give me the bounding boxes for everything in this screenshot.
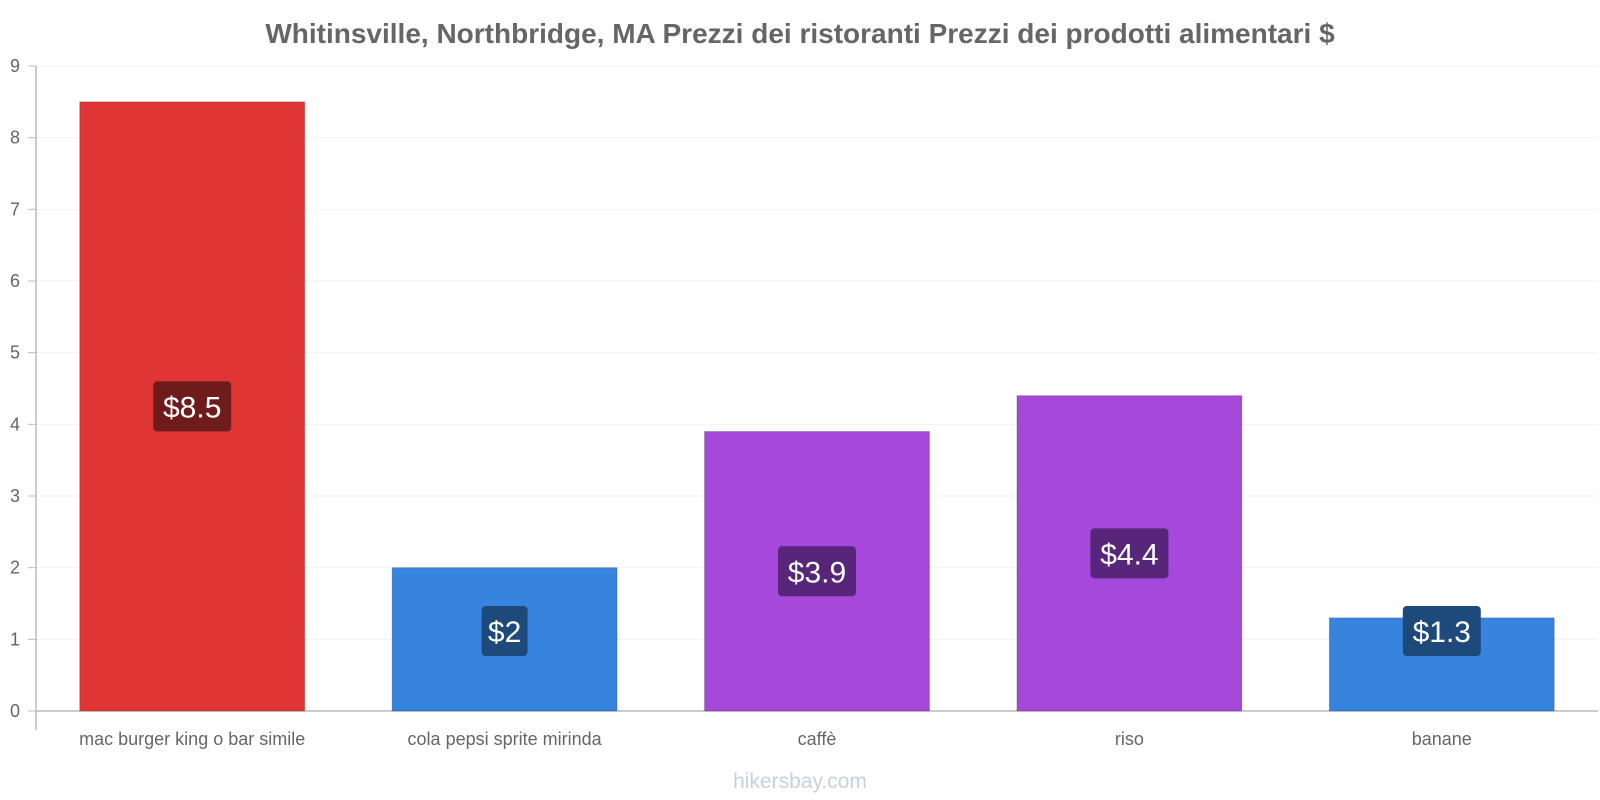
x-tick-label: cola pepsi sprite mirinda (408, 729, 603, 749)
x-tick-label: mac burger king o bar simile (79, 729, 305, 749)
data-label: $1.3 (1413, 616, 1471, 649)
y-tick-label: 4 (10, 414, 20, 434)
x-tick-label: riso (1115, 729, 1144, 749)
data-label: $2 (488, 616, 521, 649)
y-tick-label: 2 (10, 558, 20, 578)
data-label: $3.9 (788, 556, 846, 589)
data-label: $8.5 (163, 391, 221, 424)
y-tick-label: 3 (10, 486, 20, 506)
y-tick-label: 5 (10, 343, 20, 363)
y-tick-label: 8 (10, 128, 20, 148)
x-axis-labels: mac burger king o bar simile cola pepsi s… (79, 729, 1472, 749)
y-tick-label: 7 (10, 199, 20, 219)
data-label-box (778, 546, 856, 597)
chart-title: Whitinsville, Northbridge, MA Prezzi dei… (265, 18, 1335, 49)
credit-text[interactable]: hikersbay.com (733, 770, 867, 793)
x-tick-label: banane (1412, 729, 1472, 749)
bars (79, 101, 1555, 712)
data-labels: $8.5 $2 $3.9 $4.4 $1.3 (153, 381, 1481, 656)
y-tick-label: 0 (10, 701, 20, 721)
data-label-box (1090, 528, 1169, 579)
data-label-box (153, 381, 232, 432)
y-axis-ticks: 0 1 2 3 4 5 6 7 8 9 (10, 56, 36, 721)
y-tick-label: 9 (10, 56, 20, 76)
y-tick-label: 6 (10, 271, 20, 291)
data-label-box (1402, 606, 1481, 656)
data-label-box (481, 606, 528, 656)
x-tick-label: caffè (798, 729, 837, 749)
data-label: $4.4 (1100, 538, 1158, 571)
y-tick-label: 1 (10, 629, 20, 649)
